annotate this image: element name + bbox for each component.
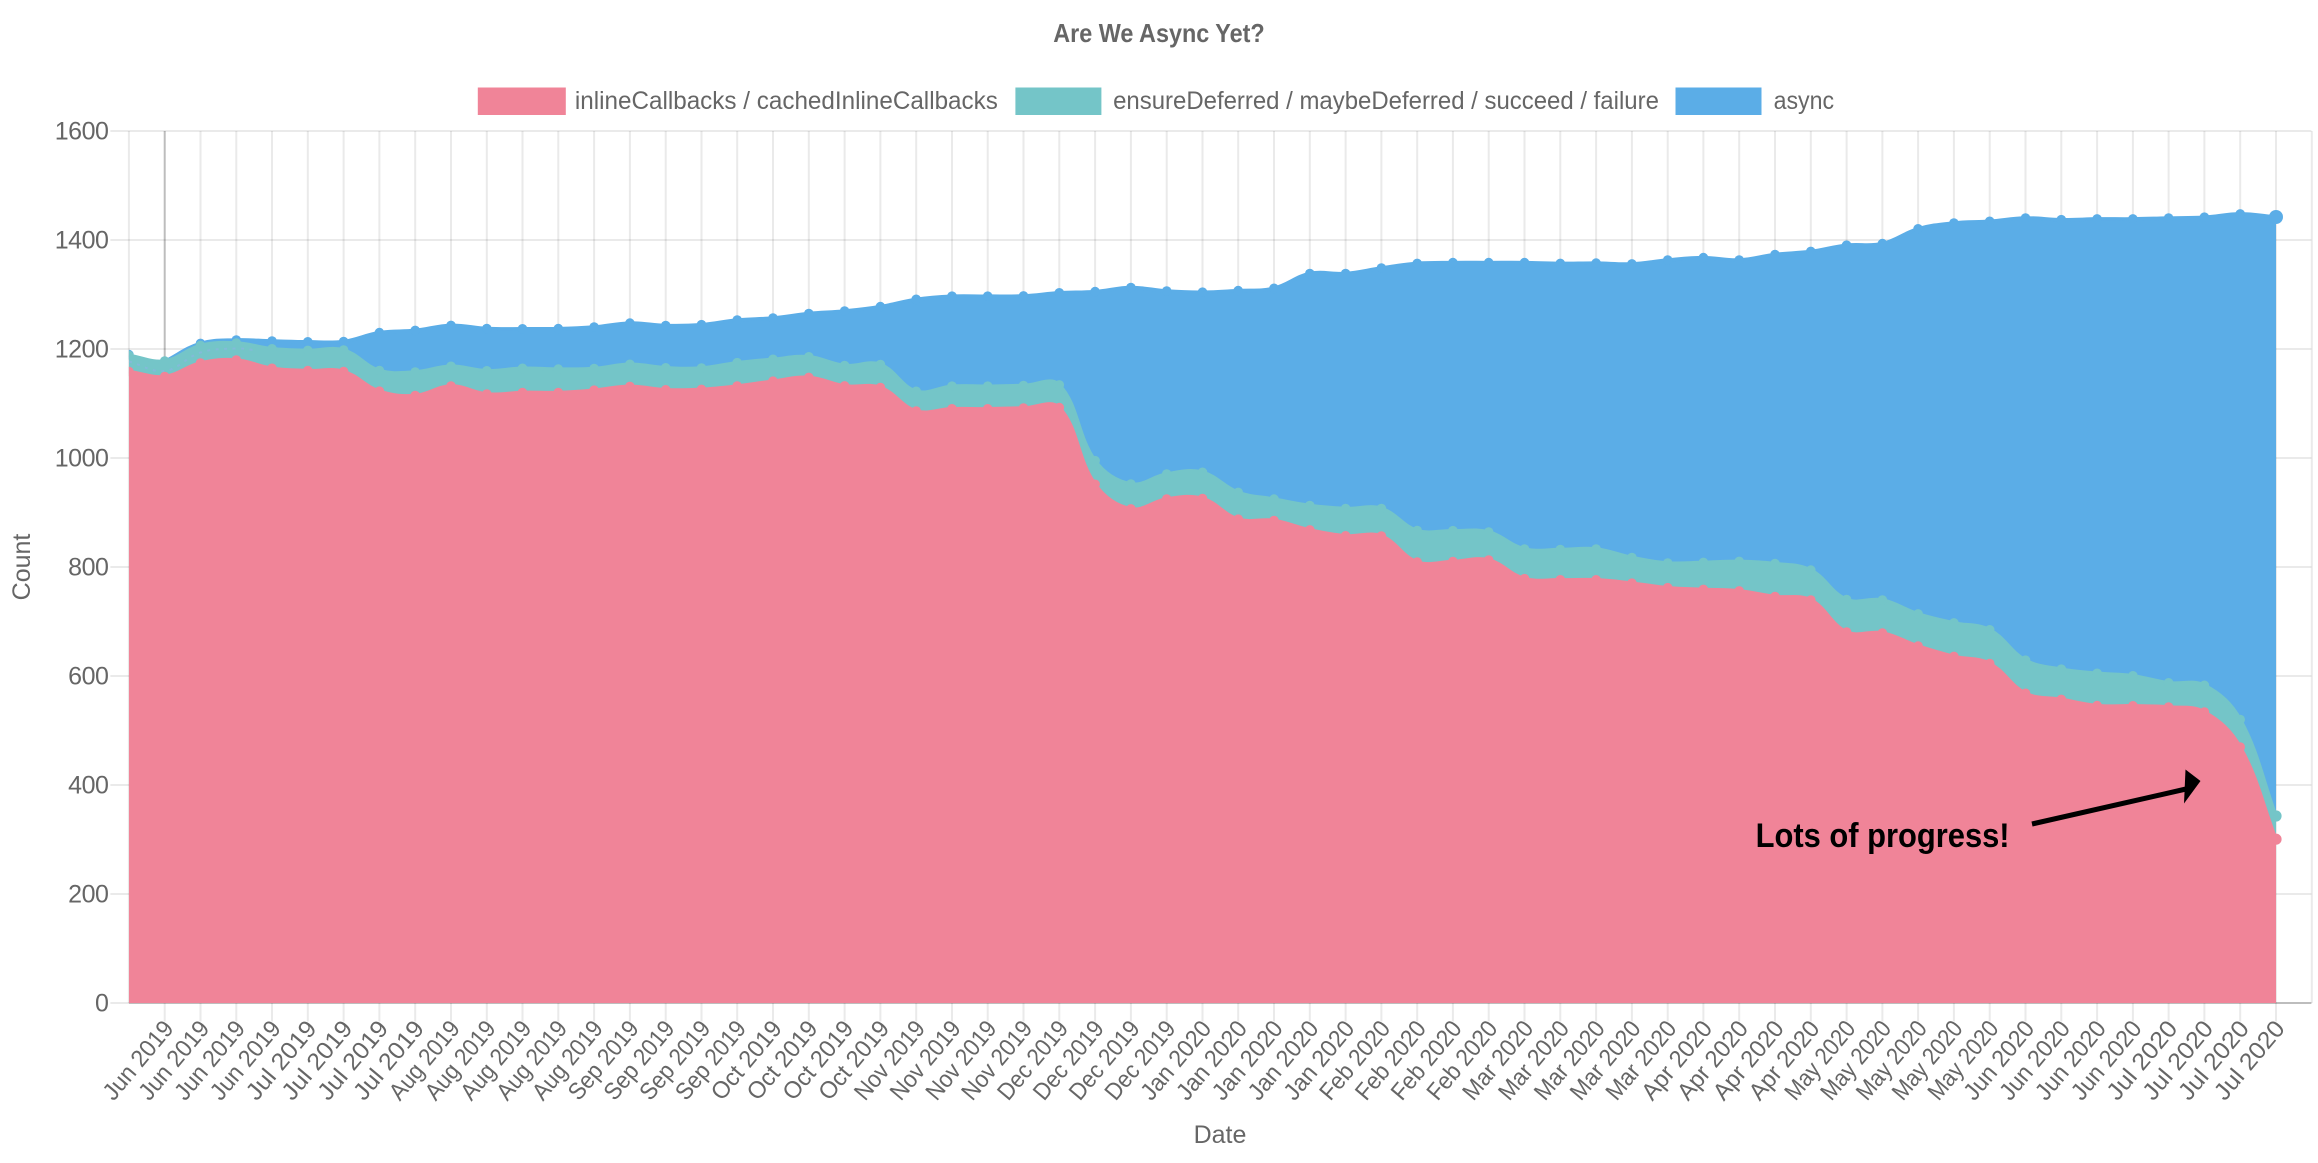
svg-text:800: 800 [68, 554, 108, 582]
svg-text:async: async [1774, 87, 1835, 115]
svg-text:Date: Date [1194, 1121, 1247, 1149]
svg-text:600: 600 [68, 663, 108, 691]
svg-text:200: 200 [68, 881, 108, 909]
svg-text:1400: 1400 [55, 227, 109, 255]
svg-text:400: 400 [68, 772, 108, 800]
svg-text:1000: 1000 [55, 445, 109, 473]
svg-text:Count: Count [8, 534, 36, 601]
svg-text:0: 0 [95, 990, 108, 1018]
svg-text:ensureDeferred / maybeDeferred: ensureDeferred / maybeDeferred / succeed… [1113, 87, 1659, 115]
svg-text:Are We Async Yet?: Are We Async Yet? [1053, 18, 1264, 48]
svg-text:Lots of progress!: Lots of progress! [1756, 817, 2010, 855]
svg-text:1200: 1200 [55, 336, 109, 364]
svg-text:inlineCallbacks / cachedInline: inlineCallbacks / cachedInlineCallbacks [575, 87, 998, 115]
svg-text:1600: 1600 [55, 118, 109, 146]
